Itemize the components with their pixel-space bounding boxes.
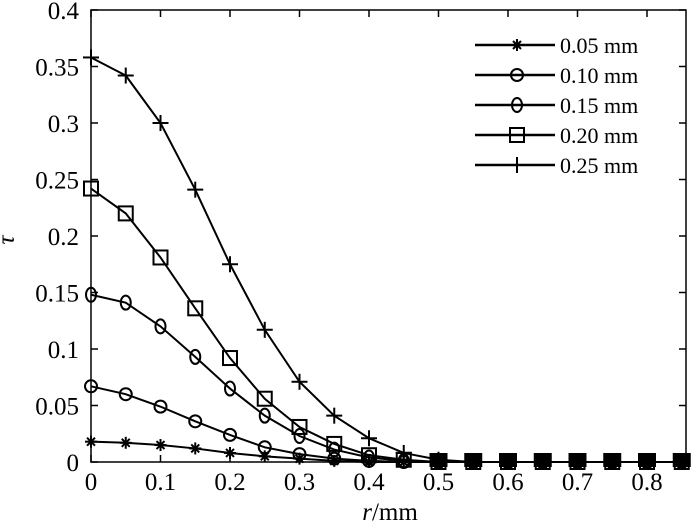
legend-label: 0.15 mm	[560, 93, 638, 118]
series-line	[90, 385, 682, 463]
y-tick-label: 0.05	[35, 394, 79, 421]
diamond-marker-icon	[189, 348, 202, 365]
plus-marker-icon	[256, 321, 273, 338]
square-marker-icon	[222, 350, 238, 367]
y-tick-label: 0.4	[48, 0, 80, 25]
diamond-marker-icon	[154, 318, 167, 335]
legend: 0.05 mm 0.10 mm 0.15 mm 0.20 mm 0.25 mm	[475, 33, 638, 178]
series-0-10-mm	[84, 379, 689, 469]
y-tick-label: 0.35	[35, 55, 79, 82]
legend-item: 0.10 mm	[475, 63, 638, 88]
square-marker-icon	[117, 205, 134, 222]
y-tick-label: 0	[67, 450, 80, 477]
axes: 0 0.1 0.2 0.3 0.4 0.5 0.6 0.7 0.8 0 0.05 0.1 0.15 0.2…	[35, 0, 687, 496]
x-tick-label: 0.7	[562, 469, 593, 496]
star-marker-icon	[119, 436, 132, 449]
series-0-20-mm	[83, 180, 690, 470]
series-line	[90, 187, 682, 463]
y-tick-label: 0.2	[48, 224, 79, 251]
star-marker-icon	[511, 39, 523, 51]
legend-label: 0.20 mm	[560, 123, 638, 148]
square-marker-icon	[187, 300, 204, 317]
y-axis-title: τ	[0, 234, 20, 244]
legend-label: 0.05 mm	[560, 33, 638, 58]
plus-marker-icon	[152, 115, 169, 131]
x-tick-label: 0.3	[284, 469, 315, 496]
circle-marker-icon	[188, 414, 203, 429]
x-tick-label: 0.5	[423, 469, 454, 496]
y-tick-label: 0.15	[35, 281, 79, 308]
x-tick-label: 0	[85, 469, 98, 496]
legend-item: 0.25 mm	[475, 153, 638, 178]
series-line	[90, 56, 682, 463]
overlap-marker	[603, 453, 622, 467]
overlap-marker	[464, 453, 483, 467]
plus-marker-icon	[187, 181, 204, 198]
series-0-15-mm	[85, 286, 688, 470]
plus-marker-icon	[509, 157, 525, 173]
legend-label: 0.25 mm	[560, 153, 638, 178]
plus-marker-icon	[361, 430, 377, 447]
x-axis-title: r/mm	[362, 499, 418, 523]
plus-marker-icon	[117, 67, 134, 84]
square-marker-icon	[152, 249, 169, 266]
diamond-marker-icon	[119, 294, 132, 311]
x-tick-label: 0.8	[631, 469, 662, 496]
star-marker-icon	[258, 450, 271, 463]
series-line	[90, 293, 682, 463]
circle-marker-icon	[118, 387, 133, 402]
diamond-marker-icon	[224, 380, 236, 397]
star-marker-icon	[154, 439, 167, 452]
legend-item: 0.20 mm	[475, 123, 638, 148]
plus-marker-icon	[222, 256, 238, 273]
overlap-marker	[533, 453, 552, 467]
circle-marker-icon	[223, 427, 237, 442]
x-tick-label: 0.2	[214, 469, 245, 496]
x-tick-label: 0.6	[492, 469, 523, 496]
legend-label: 0.10 mm	[560, 63, 638, 88]
legend-item: 0.15 mm	[475, 93, 638, 118]
x-tick-label: 0.4	[353, 469, 385, 496]
star-marker-icon	[328, 454, 341, 467]
star-marker-icon	[189, 442, 202, 455]
plus-marker-icon	[326, 407, 343, 424]
diamond-marker-icon	[293, 428, 306, 445]
x-tick-label: 0.1	[145, 469, 176, 496]
series-0-05-mm	[85, 435, 688, 468]
overlap-marker	[672, 453, 691, 467]
circle-marker-icon	[510, 68, 524, 82]
square-marker-icon	[291, 418, 308, 435]
square-marker-icon	[326, 435, 343, 452]
diamond-marker-icon	[511, 97, 523, 113]
legend-item: 0.05 mm	[475, 33, 638, 58]
diamond-marker-icon	[258, 407, 271, 424]
y-tick-label: 0.1	[48, 337, 79, 364]
square-marker-icon	[509, 127, 525, 143]
circle-marker-icon	[153, 399, 168, 414]
plus-marker-icon	[291, 373, 308, 390]
y-tick-label: 0.3	[48, 111, 79, 138]
y-tick-label: 0.25	[35, 168, 79, 195]
square-marker-icon	[256, 390, 273, 407]
